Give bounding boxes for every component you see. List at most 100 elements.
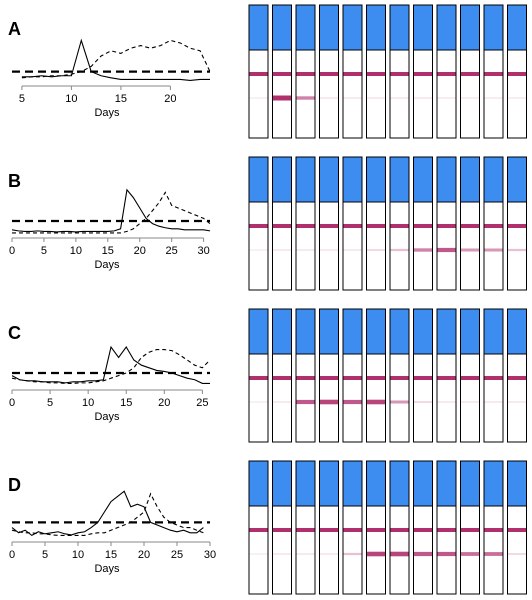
strip-pad <box>389 156 410 203</box>
strip-pad <box>248 4 269 51</box>
data-line <box>11 349 211 384</box>
strip-pad <box>483 4 504 51</box>
x-tick-label: 5 <box>47 397 53 409</box>
control-band <box>484 224 503 228</box>
strip-pad <box>507 4 527 51</box>
strip-pad <box>460 156 480 203</box>
test-band <box>390 400 409 404</box>
control-band <box>320 72 338 76</box>
control-band <box>249 376 268 380</box>
strip-pad <box>460 308 480 355</box>
strip-pad <box>389 460 410 507</box>
panel: D 0 5 10 15 20 25 30 Days <box>8 460 527 595</box>
test-band <box>273 249 291 251</box>
strip-pad <box>460 4 480 51</box>
test-band <box>437 97 456 99</box>
strip-pad <box>272 4 292 51</box>
x-tick-label: 0 <box>9 397 15 409</box>
control-band <box>367 224 385 228</box>
control-band <box>249 72 268 76</box>
test-band <box>273 95 291 101</box>
test-band <box>367 97 385 99</box>
x-tick-label: 30 <box>197 245 209 257</box>
strip-pad <box>319 460 339 507</box>
panel-label: B <box>8 171 21 191</box>
x-tick-label: 25 <box>166 245 178 257</box>
control-band <box>273 376 291 380</box>
test-band <box>367 551 385 557</box>
test-band <box>390 248 409 252</box>
x-tick-label: 15 <box>115 93 127 105</box>
panel-label: D <box>8 475 21 495</box>
control-band <box>508 376 526 380</box>
control-band <box>343 528 362 532</box>
control-band <box>437 528 456 532</box>
panel: B 0 5 10 15 20 25 30 Days <box>8 156 527 291</box>
x-tick-label: 15 <box>102 245 114 257</box>
data-line <box>11 490 204 537</box>
test-band <box>484 248 503 252</box>
test-band <box>273 401 291 403</box>
control-band <box>320 376 338 380</box>
x-tick-label: 15 <box>120 397 132 409</box>
control-band <box>437 376 456 380</box>
strip-pad <box>366 460 386 507</box>
control-band <box>320 224 338 228</box>
strip-pad <box>342 308 363 355</box>
test-band <box>320 97 338 99</box>
test-band <box>249 249 268 251</box>
test-band <box>343 552 362 556</box>
test-band <box>414 401 432 403</box>
x-tick-label: 10 <box>70 245 82 257</box>
strip-pad <box>436 156 457 203</box>
test-band <box>414 248 432 252</box>
control-band <box>249 224 268 228</box>
test-band <box>414 97 432 99</box>
test-band <box>367 399 385 405</box>
control-band <box>343 72 362 76</box>
data-line <box>11 345 210 384</box>
test-band <box>273 553 291 555</box>
strip-pad <box>272 156 292 203</box>
strip-pad <box>248 308 269 355</box>
test-band <box>461 401 479 403</box>
test-band <box>296 399 315 405</box>
data-line <box>21 39 211 79</box>
strip-pad <box>507 308 527 355</box>
test-band <box>249 97 268 99</box>
x-axis-label: Days <box>94 259 120 271</box>
data-line <box>12 191 211 234</box>
control-band <box>390 528 409 532</box>
strip-pad <box>436 4 457 51</box>
control-band <box>273 528 291 532</box>
strip-pad <box>272 460 292 507</box>
x-tick-label: 20 <box>134 245 146 257</box>
test-band <box>437 247 456 253</box>
panel: A 5 10 15 20 Days <box>8 4 527 139</box>
control-band <box>367 376 385 380</box>
strip-pad <box>366 4 386 51</box>
test-band <box>296 553 315 555</box>
x-tick-label: 25 <box>171 549 183 561</box>
control-band <box>461 528 479 532</box>
strip-pad <box>295 156 316 203</box>
control-band <box>508 528 526 532</box>
control-band <box>273 72 291 76</box>
test-band <box>437 551 456 557</box>
test-band <box>414 551 432 557</box>
x-tick-label: 25 <box>196 397 208 409</box>
control-band <box>461 72 479 76</box>
strip-pad <box>295 4 316 51</box>
x-tick-label: 30 <box>204 549 216 561</box>
strip-pad <box>460 460 480 507</box>
control-band <box>484 528 503 532</box>
strip-pad <box>319 308 339 355</box>
control-band <box>390 376 409 380</box>
test-band <box>367 249 385 251</box>
strip-pad <box>272 308 292 355</box>
test-band <box>508 553 526 555</box>
control-band <box>390 72 409 76</box>
strip-pad <box>248 460 269 507</box>
strip-pad <box>507 460 527 507</box>
data-line <box>11 188 211 233</box>
